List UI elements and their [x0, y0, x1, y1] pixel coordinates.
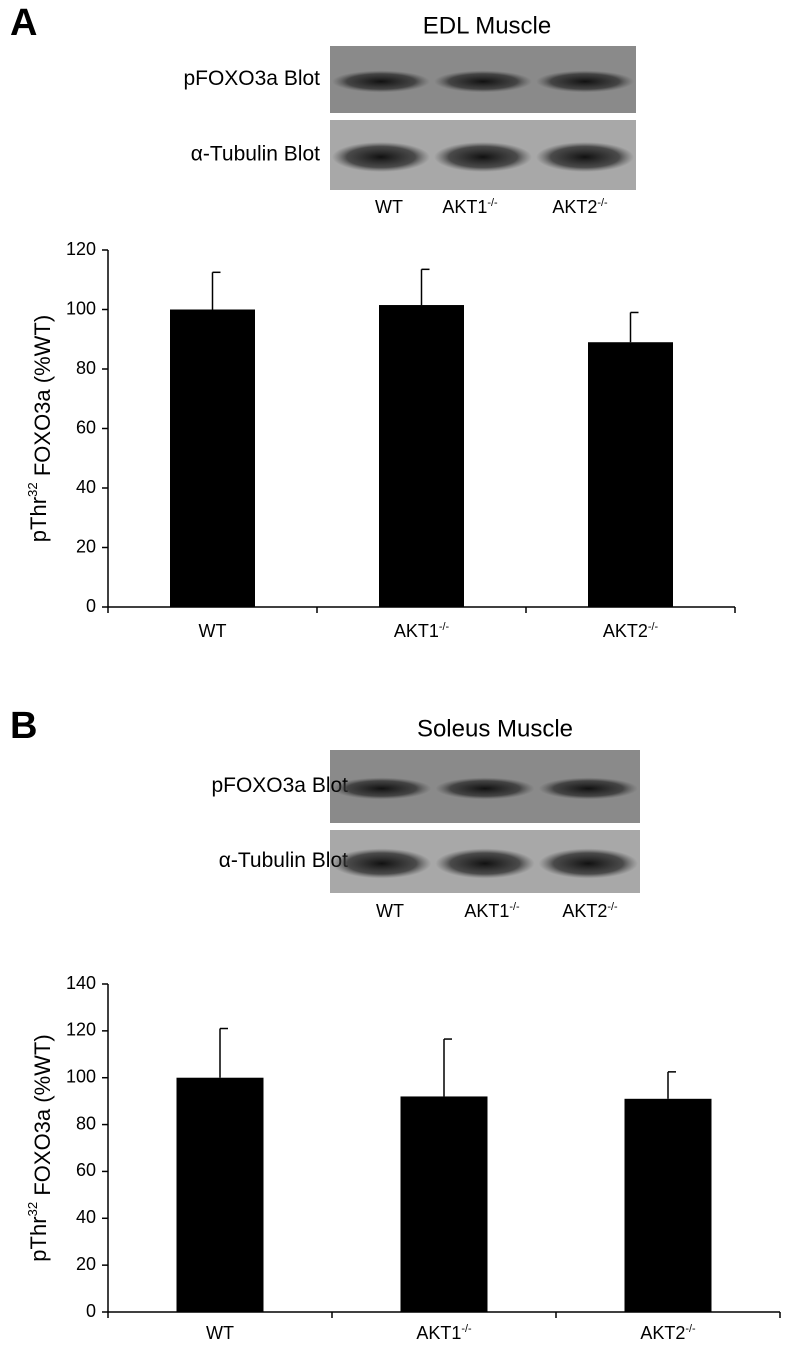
blot-band: [435, 777, 535, 800]
blot-band: [332, 848, 432, 879]
lane-label: WT: [376, 901, 404, 921]
y-tick-label: 140: [66, 973, 96, 993]
bar: [588, 342, 673, 607]
bar: [379, 305, 464, 607]
blot-title: Soleus Muscle: [417, 715, 573, 742]
panel-label: A: [10, 2, 37, 44]
blot-band: [538, 848, 638, 879]
y-tick-label: 120: [66, 239, 96, 259]
y-tick-label: 20: [76, 1254, 96, 1274]
y-axis-label: pThr32 FOXO3a (%WT): [26, 1034, 55, 1261]
x-tick-label: AKT1-/-: [416, 1323, 472, 1343]
y-tick-label: 40: [76, 477, 96, 497]
bar: [624, 1098, 712, 1312]
x-tick-label: WT: [199, 621, 227, 641]
blot-band: [332, 70, 430, 93]
blot-band: [332, 142, 430, 172]
blot-row-label: α-Tubulin Blot: [191, 143, 320, 166]
y-tick-label: 100: [66, 298, 96, 318]
blot-band: [536, 70, 634, 93]
bar: [170, 309, 255, 607]
y-tick-label: 60: [76, 417, 96, 437]
bar: [400, 1096, 488, 1312]
y-axis-label: pThr32 FOXO3a (%WT): [26, 315, 55, 542]
blot-band: [434, 142, 532, 172]
blot-row-label: pFOXO3a Blot: [183, 67, 320, 90]
y-tick-label: 0: [86, 596, 96, 616]
x-tick-label: AKT1-/-: [394, 621, 450, 641]
y-tick-label: 0: [86, 1301, 96, 1321]
blot-band: [434, 70, 532, 93]
y-tick-label: 80: [76, 1113, 96, 1133]
x-tick-label: WT: [206, 1323, 234, 1343]
bar: [176, 1077, 264, 1312]
y-tick-label: 100: [66, 1066, 96, 1086]
lane-label: AKT1-/-: [464, 901, 520, 921]
x-tick-label: AKT2-/-: [603, 621, 659, 641]
y-tick-label: 120: [66, 1020, 96, 1040]
lane-label: AKT1-/-: [442, 197, 498, 217]
blot-band: [536, 142, 634, 172]
blot-band: [332, 777, 432, 800]
blot-row-label: α-Tubulin Blot: [219, 849, 348, 872]
blot-row-label: pFOXO3a Blot: [211, 774, 348, 797]
x-tick-label: AKT2-/-: [640, 1323, 696, 1343]
lane-label: AKT2-/-: [552, 197, 608, 217]
lane-label: AKT2-/-: [562, 901, 618, 921]
blot-title: EDL Muscle: [423, 12, 551, 39]
y-tick-label: 40: [76, 1207, 96, 1227]
blot-band: [435, 848, 535, 879]
y-tick-label: 80: [76, 358, 96, 378]
y-tick-label: 60: [76, 1160, 96, 1180]
y-tick-label: 20: [76, 536, 96, 556]
blot-band: [538, 777, 638, 800]
panel-label: B: [10, 705, 37, 747]
lane-label: WT: [375, 197, 403, 217]
